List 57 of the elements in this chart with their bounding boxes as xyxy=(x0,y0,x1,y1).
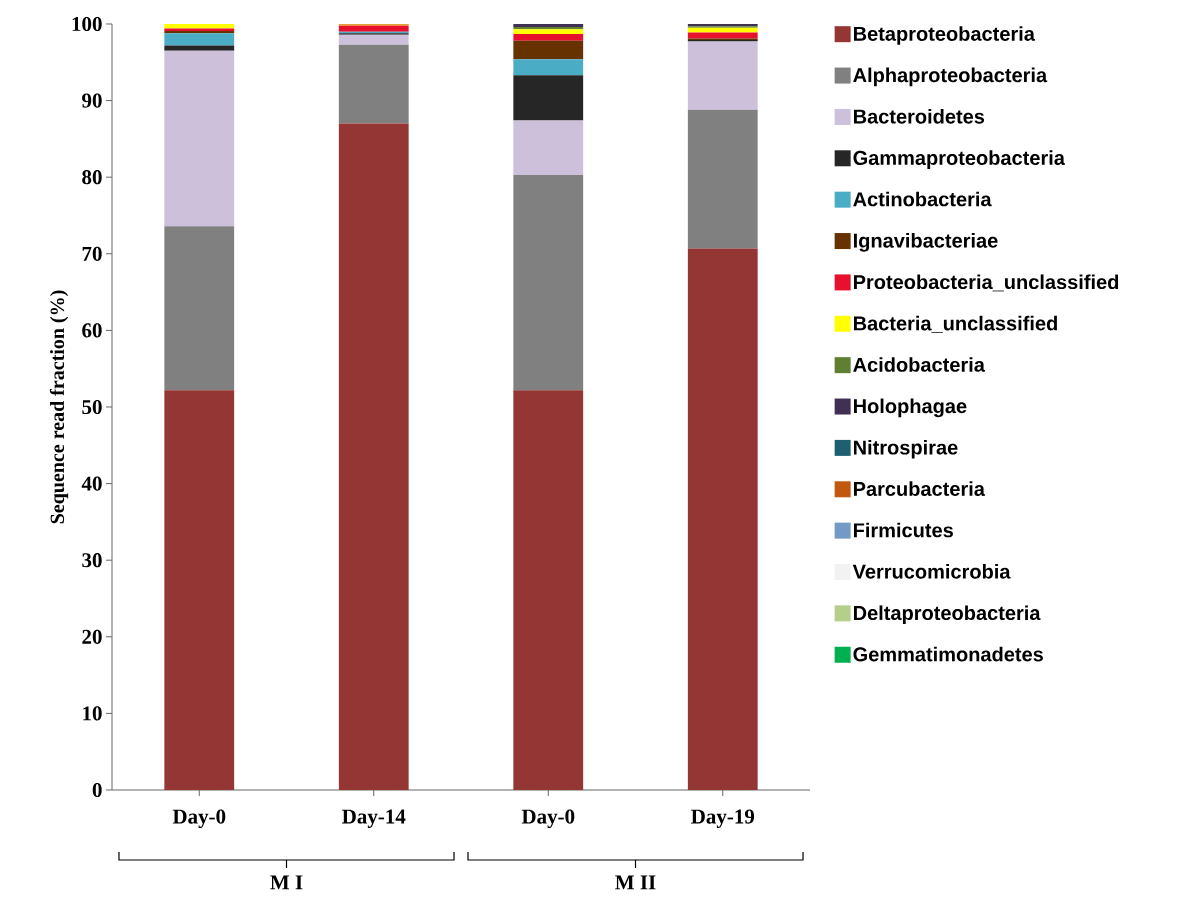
y-tick-label: 50 xyxy=(82,399,102,415)
bar xyxy=(164,23,235,29)
y-tick-label: 80 xyxy=(82,170,102,185)
y-tick-label: 100 xyxy=(72,16,102,32)
bar xyxy=(513,174,584,391)
bar xyxy=(687,32,758,39)
legend-label: Alphaproteobacteria xyxy=(853,67,1048,87)
bar xyxy=(164,33,235,46)
bar xyxy=(687,109,758,249)
bar xyxy=(513,33,584,41)
bar xyxy=(513,23,584,28)
legend-label: Ignavibacteriae xyxy=(853,233,998,252)
x-tick-label: Day-14 xyxy=(342,809,406,828)
bar xyxy=(338,44,409,124)
legend-label: Nitrospirae xyxy=(853,439,958,459)
x-tick-label: Day-0 xyxy=(172,809,226,829)
bar xyxy=(513,390,584,790)
y-axis-title: Sequence read fraction (%) xyxy=(49,290,69,524)
y-tick-label: 20 xyxy=(82,629,102,644)
legend-label: Parcubacteria xyxy=(853,481,986,496)
x-tick-label: Day-19 xyxy=(691,809,755,828)
text: M I xyxy=(270,875,303,890)
bar xyxy=(338,25,409,32)
legend-label: Firmicutes xyxy=(853,522,953,538)
legend-label: Bacteria_unclassified xyxy=(853,315,1057,333)
bar xyxy=(164,390,235,790)
bar xyxy=(338,123,409,790)
bar xyxy=(513,29,584,34)
bar xyxy=(164,50,235,227)
legend-label: Betaproteobacteria xyxy=(853,26,1036,45)
legend-label: Proteobacteria_unclassified xyxy=(853,274,1119,292)
x-tick-label: Day-0 xyxy=(521,809,575,829)
y-tick-label: 0 xyxy=(92,782,102,798)
legend-label: Holophagae xyxy=(853,398,967,418)
legend-label: Deltaproteobacteria xyxy=(853,605,1041,625)
y-tick-label: 70 xyxy=(82,246,102,261)
bar xyxy=(164,45,235,51)
legend-label: Gemmatimonadetes xyxy=(853,646,1043,662)
bar xyxy=(687,248,758,790)
text: M II xyxy=(615,875,656,890)
y-tick-label: 30 xyxy=(82,553,102,568)
y-tick-label: 40 xyxy=(81,476,102,491)
bar xyxy=(687,41,758,110)
bar xyxy=(338,34,409,45)
bar xyxy=(513,59,584,76)
legend-label: Verrucomicrobia xyxy=(852,564,1011,579)
bar xyxy=(513,75,584,121)
legend-label: Gammaproteobacteria xyxy=(853,150,1066,169)
y-tick-label: 90 xyxy=(82,93,102,108)
y-tick-label: 60 xyxy=(82,323,102,338)
legend-label: Bacteroidetes xyxy=(853,108,985,124)
y-tick-label: 10 xyxy=(83,706,102,721)
bar xyxy=(513,40,584,60)
bar xyxy=(513,120,584,175)
bar xyxy=(164,226,235,391)
legend-label: Acidobacteria xyxy=(853,357,986,372)
legend-label: Actinobacteria xyxy=(853,191,992,207)
